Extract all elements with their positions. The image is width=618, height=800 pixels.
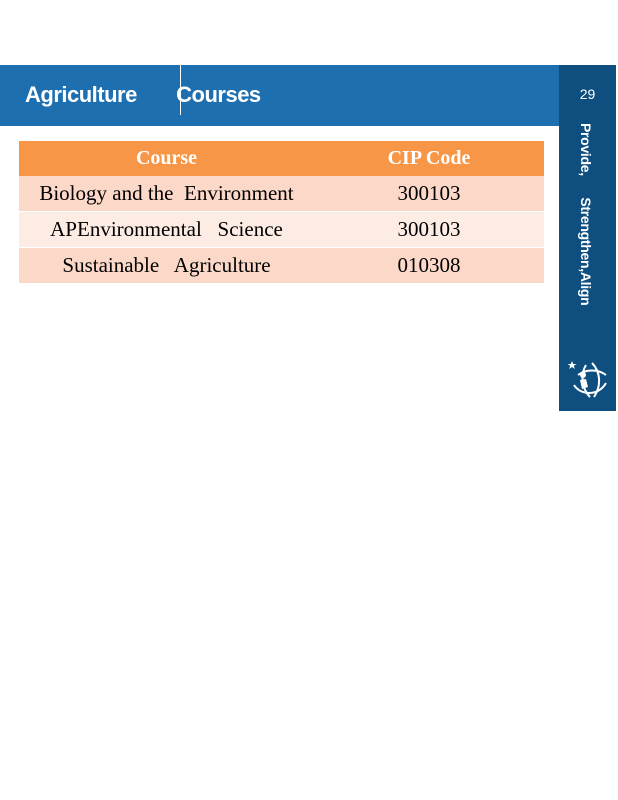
page-title: Agriculture Courses xyxy=(25,82,261,107)
column-header-course: Course xyxy=(19,141,314,176)
globe-figure-logo-icon xyxy=(567,361,607,398)
cip-table: Course CIP Code Biology and the Environm… xyxy=(19,141,544,283)
course-cell: Biology and the Environment xyxy=(19,176,314,212)
header-divider xyxy=(180,65,181,115)
table-row: Biology and the Environment 300103 xyxy=(19,176,544,212)
table-row: Sustainable Agriculture 010308 xyxy=(19,247,544,283)
cip-code-cell: 010308 xyxy=(314,247,544,283)
side-panel xyxy=(559,65,616,411)
table-header-row: Course CIP Code xyxy=(19,141,544,176)
cip-code-cell: 300103 xyxy=(314,176,544,212)
header-bar xyxy=(0,65,559,126)
column-header-cip-code: CIP Code xyxy=(314,141,544,176)
cip-code-cell: 300103 xyxy=(314,211,544,248)
side-tagline: Provide, Strengthen,Align xyxy=(578,123,594,306)
course-cell: Sustainable Agriculture xyxy=(19,247,314,283)
page-number: 29 xyxy=(579,86,596,102)
course-cell: APEnvironmental Science xyxy=(19,211,314,248)
table-row: APEnvironmental Science 300103 xyxy=(19,211,544,248)
